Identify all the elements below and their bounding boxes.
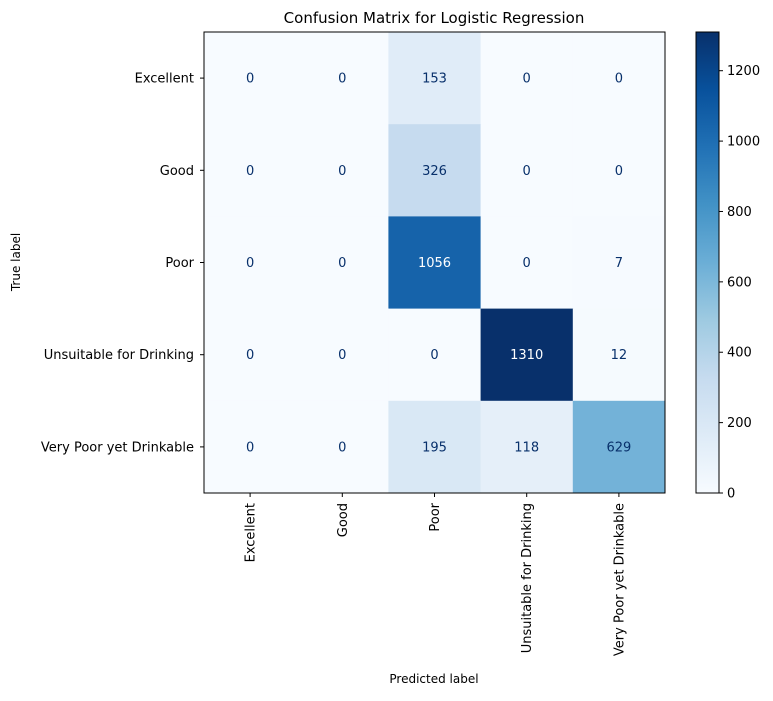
heatmap-cell <box>572 124 666 217</box>
cell-value-label: 0 <box>430 348 438 363</box>
heatmap-cell-labels: 0 0 153 0 0 0 0 326 0 0 0 0 1056 0 7 0 0 0 1310 12 0 0 195 118 6… <box>246 72 631 456</box>
heatmap-cell <box>388 400 482 494</box>
heatmap-cell <box>204 216 297 310</box>
heatmap-cell <box>296 400 389 494</box>
heatmap-cell <box>296 32 389 125</box>
cell-value-label: 0 <box>615 72 623 87</box>
colorbar-tick-label: 1200 <box>727 64 760 79</box>
x-tick-label: Unsuitable for Drinking <box>520 503 535 653</box>
heatmap-cell <box>296 308 389 402</box>
chart-title: Confusion Matrix for Logistic Regression <box>284 9 585 27</box>
colorbar <box>695 31 720 494</box>
heatmap-cell <box>296 124 389 217</box>
cell-value-label: 0 <box>338 348 346 363</box>
heatmap-cell <box>572 308 666 402</box>
heatmap-cell <box>480 32 574 125</box>
heatmap-cell <box>296 216 389 310</box>
y-axis: Excellent Good Poor Unsuitable for Drinking… <box>41 72 204 455</box>
heatmap-cell <box>572 32 666 125</box>
y-tick-label: Unsuitable for Drinking <box>44 348 194 363</box>
colorbar-tick-label: 400 <box>727 346 752 361</box>
cell-value-label: 0 <box>246 256 254 271</box>
heatmap-cell <box>204 32 297 125</box>
heatmap-cell <box>572 400 666 494</box>
colorbar-tick-label: 0 <box>727 487 735 502</box>
cell-value-label: 153 <box>422 72 447 87</box>
cell-value-label: 0 <box>338 256 346 271</box>
x-tick-label: Excellent <box>244 503 259 562</box>
cell-value-label: 7 <box>615 256 623 271</box>
y-tick-label: Excellent <box>135 72 194 87</box>
cell-value-label: 0 <box>523 256 531 271</box>
cell-value-label: 326 <box>422 164 447 179</box>
heatmap-cell <box>204 400 297 494</box>
x-tick-label: Very Poor yet Drinkable <box>612 503 627 656</box>
cell-value-label: 12 <box>611 348 628 363</box>
cell-value-label: 1056 <box>418 256 451 271</box>
x-axis: Excellent Good Poor Unsuitable for Drinking… <box>244 493 627 656</box>
heatmap-cell <box>480 400 574 494</box>
y-tick-label: Poor <box>165 256 194 271</box>
heatmap-cell <box>204 124 297 217</box>
cell-value-label: 0 <box>523 72 531 87</box>
cell-value-label: 0 <box>246 164 254 179</box>
x-tick-label: Good <box>336 503 351 537</box>
heatmap-cell <box>572 216 666 310</box>
heatmap-cells <box>204 32 666 494</box>
cell-value-label: 0 <box>338 164 346 179</box>
cell-value-label: 0 <box>615 164 623 179</box>
y-tick-label: Very Poor yet Drinkable <box>41 440 194 455</box>
x-axis-label: Predicted label <box>389 672 478 686</box>
heatmap-cell <box>388 124 482 217</box>
cell-value-label: 0 <box>338 440 346 455</box>
heatmap-cell <box>388 308 482 402</box>
heatmap-cell <box>204 308 297 402</box>
x-tick-label: Poor <box>428 502 443 531</box>
colorbar-tick-label: 200 <box>727 416 752 431</box>
heatmap-cell <box>480 216 574 310</box>
heatmap-cell <box>480 124 574 217</box>
y-tick-label: Good <box>160 164 194 179</box>
colorbar-axis: 0 200 400 600 800 1000 1200 <box>719 64 760 502</box>
y-axis-label: True label <box>9 233 23 292</box>
cell-value-label: 195 <box>422 440 447 455</box>
heatmap-cell <box>388 32 482 125</box>
cell-value-label: 629 <box>606 440 631 455</box>
cell-value-label: 0 <box>246 348 254 363</box>
cell-value-label: 0 <box>338 72 346 87</box>
cell-value-label: 0 <box>523 164 531 179</box>
colorbar-tick-label: 600 <box>727 275 752 290</box>
cell-value-label: 0 <box>246 440 254 455</box>
cell-value-label: 1310 <box>510 348 543 363</box>
heatmap-cell <box>480 308 574 402</box>
cell-value-label: 118 <box>514 440 539 455</box>
colorbar-tick-label: 800 <box>727 205 752 220</box>
colorbar-tick-label: 1000 <box>727 135 760 150</box>
cell-value-label: 0 <box>246 72 254 87</box>
heatmap-cell <box>388 216 482 310</box>
